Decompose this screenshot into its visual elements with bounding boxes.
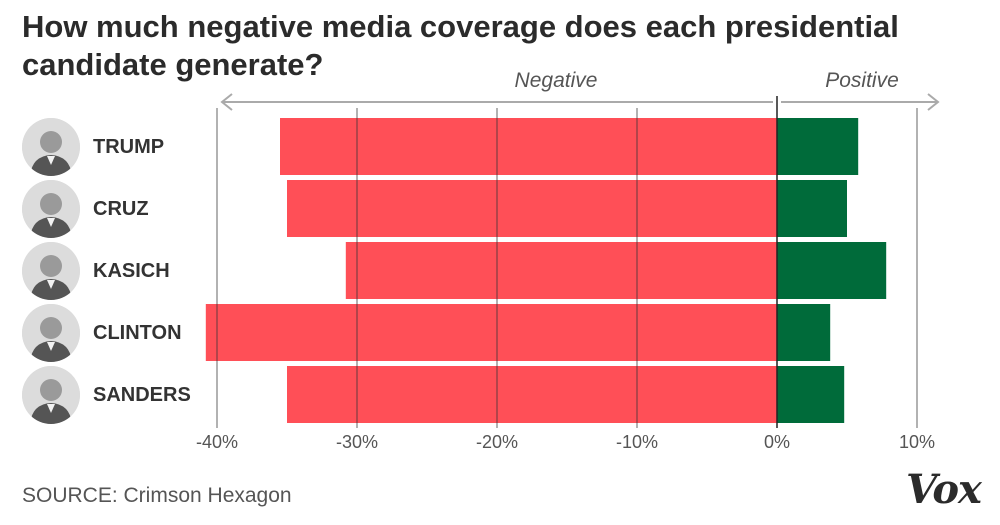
vox-logo: Vox [906,466,982,513]
right-arrow-head-icon [927,93,940,111]
positive-direction-label: Positive [825,69,899,92]
positive-bar-trump [777,118,859,175]
candidate-name: SANDERS [93,383,191,406]
positive-bar-cruz [777,180,847,237]
negative-bar-clinton [205,304,778,361]
source-note: SOURCE: Crimson Hexagon [22,484,292,507]
candidate-name: CRUZ [93,197,149,220]
negative-bar-kasich [345,242,777,299]
x-tick-label: 0% [764,432,790,452]
clinton-portrait-icon [22,303,80,362]
x-tick-label: 10% [899,432,935,452]
negative-bar-trump [280,118,777,175]
x-tick-label: -20% [476,432,518,452]
x-tick-label: -30% [336,432,378,452]
negative-direction-label: Negative [515,69,598,92]
left-arrow-head-icon [220,93,233,111]
candidate-name: CLINTON [93,321,182,344]
positive-bar-kasich [777,242,887,299]
x-tick-label: -40% [196,432,238,452]
x-tick-label: -10% [616,432,658,452]
sanders-portrait-icon [22,365,80,424]
positive-bar-clinton [777,304,831,361]
cruz-portrait-icon [22,179,80,238]
kasich-portrait-icon [22,241,80,300]
candidate-name: TRUMP [93,135,165,158]
trump-portrait-icon [22,117,80,176]
positive-bar-sanders [777,366,845,423]
negative-bar-cruz [287,180,777,237]
candidate-name: KASICH [93,259,170,282]
negative-bar-sanders [287,366,777,423]
bar-chart: Negative Positive -40% -30% -20% -10% 0% 10% [196,69,940,452]
chart-title: How much negative media coverage does ea… [22,9,899,82]
